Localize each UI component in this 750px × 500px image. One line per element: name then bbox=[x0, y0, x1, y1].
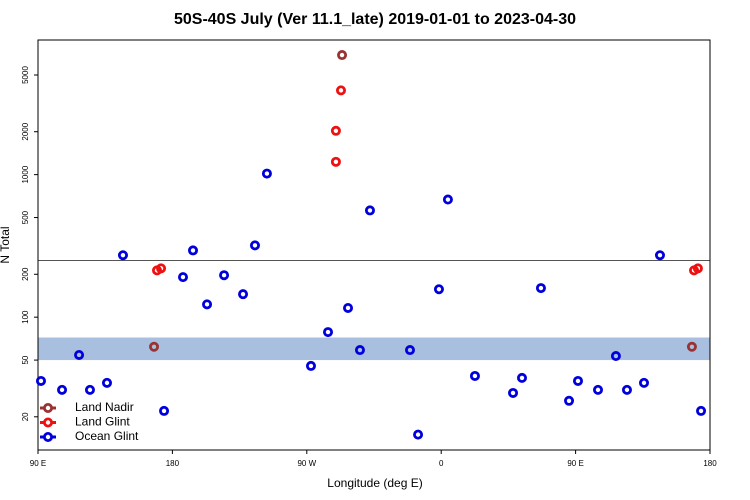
point bbox=[433, 284, 444, 295]
band bbox=[38, 337, 710, 361]
point bbox=[188, 245, 199, 256]
legend-label: Land Glint bbox=[75, 415, 130, 429]
y-tick-label: 20 bbox=[21, 412, 30, 421]
point bbox=[337, 50, 348, 61]
point bbox=[572, 375, 583, 386]
legend-marker bbox=[43, 431, 54, 442]
point bbox=[508, 387, 519, 398]
point bbox=[413, 429, 424, 440]
legend-entry: Land Glint bbox=[40, 415, 130, 429]
point bbox=[74, 349, 85, 360]
point bbox=[57, 384, 68, 395]
chart-title: 50S-40S July (Ver 11.1_late) 2019-01-01 … bbox=[174, 11, 576, 28]
point bbox=[202, 299, 213, 310]
point bbox=[101, 377, 112, 388]
point bbox=[610, 351, 621, 362]
point bbox=[335, 85, 346, 96]
point bbox=[686, 341, 697, 352]
x-tick-label: 0 bbox=[439, 459, 444, 468]
y-axis-label: N Total bbox=[0, 226, 12, 263]
point bbox=[696, 405, 707, 416]
x-tick-label: 90 E bbox=[567, 459, 583, 468]
point bbox=[238, 289, 249, 300]
legend-entry: Ocean Glint bbox=[40, 429, 139, 443]
legend-label: Ocean Glint bbox=[75, 429, 139, 443]
point bbox=[323, 327, 334, 338]
x-axis-label: Longitude (deg E) bbox=[327, 476, 422, 490]
point bbox=[404, 345, 415, 356]
point bbox=[516, 372, 527, 383]
point bbox=[692, 263, 703, 274]
legend-marker bbox=[43, 402, 54, 413]
point bbox=[654, 250, 665, 261]
y-tick-label: 500 bbox=[21, 210, 30, 224]
y-tick-label: 50 bbox=[21, 355, 30, 364]
point bbox=[364, 205, 375, 216]
y-tick-label: 100 bbox=[21, 310, 30, 324]
point bbox=[178, 272, 189, 283]
legend-entry: Land Nadir bbox=[40, 400, 134, 414]
point bbox=[35, 375, 46, 386]
x-tick-label: 90 E bbox=[30, 459, 46, 468]
y-tick-label: 1000 bbox=[21, 165, 30, 183]
point bbox=[564, 395, 575, 406]
point bbox=[330, 125, 341, 136]
y-tick-label: 200 bbox=[21, 267, 30, 281]
point bbox=[442, 194, 453, 205]
y-tick-label: 2000 bbox=[21, 122, 30, 140]
point bbox=[159, 405, 170, 416]
point bbox=[84, 384, 95, 395]
point bbox=[638, 377, 649, 388]
point bbox=[149, 341, 160, 352]
plot-frame bbox=[37, 39, 711, 451]
point bbox=[469, 370, 480, 381]
point bbox=[249, 240, 260, 251]
point bbox=[593, 384, 604, 395]
x-tick-label: 180 bbox=[703, 459, 717, 468]
point bbox=[261, 168, 272, 179]
y-tick-label: 5000 bbox=[21, 66, 30, 84]
point bbox=[343, 302, 354, 313]
legend-marker bbox=[43, 417, 54, 428]
point bbox=[219, 270, 230, 281]
point bbox=[117, 250, 128, 261]
x-tick-label: 180 bbox=[166, 459, 180, 468]
point bbox=[330, 156, 341, 167]
legend-label: Land Nadir bbox=[75, 400, 134, 414]
point bbox=[354, 345, 365, 356]
point bbox=[535, 283, 546, 294]
point bbox=[156, 263, 167, 274]
point bbox=[621, 384, 632, 395]
x-tick-label: 90 W bbox=[297, 459, 316, 468]
point bbox=[305, 360, 316, 371]
